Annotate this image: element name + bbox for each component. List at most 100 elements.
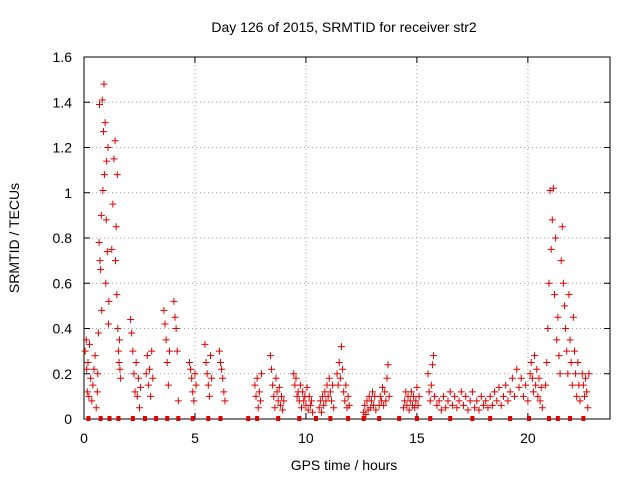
data-point <box>108 245 116 253</box>
data-point <box>522 381 530 389</box>
data-point <box>90 365 98 373</box>
data-point <box>309 408 317 416</box>
data-point <box>473 397 481 405</box>
data-point <box>97 266 105 274</box>
data-point <box>584 404 592 412</box>
zero-marker <box>218 416 223 421</box>
data-point <box>407 388 415 396</box>
data-point <box>582 374 590 382</box>
data-point <box>189 388 197 396</box>
y-tick-label: 0.2 <box>53 366 73 382</box>
y-tick-label: 0.6 <box>53 275 73 291</box>
data-point <box>547 245 555 253</box>
data-point <box>325 374 333 382</box>
data-point <box>280 397 288 405</box>
data-point <box>324 392 332 400</box>
y-tick-label: 1 <box>64 185 72 201</box>
x-tick-label: 20 <box>520 430 536 446</box>
zero-marker <box>428 416 433 421</box>
data-point <box>339 365 347 373</box>
data-point <box>218 365 226 373</box>
data-point <box>320 401 328 409</box>
data-point <box>413 383 421 391</box>
data-point <box>572 370 580 378</box>
data-point <box>333 370 341 378</box>
data-point <box>188 374 196 382</box>
data-point <box>578 370 586 378</box>
data-point <box>372 406 380 414</box>
data-point <box>341 397 349 405</box>
x-tick-label: 5 <box>191 430 199 446</box>
data-point <box>538 404 546 412</box>
data-point <box>187 365 195 373</box>
data-point <box>574 358 582 366</box>
data-point <box>105 297 113 305</box>
data-point <box>457 388 465 396</box>
data-point <box>278 392 286 400</box>
data-point <box>117 374 125 382</box>
data-point <box>430 352 438 360</box>
data-point <box>462 392 470 400</box>
data-point <box>170 297 178 305</box>
data-point <box>361 401 369 409</box>
zero-marker <box>107 416 112 421</box>
data-point <box>330 404 338 412</box>
data-point <box>466 397 474 405</box>
data-point <box>160 306 168 314</box>
data-point <box>511 392 519 400</box>
data-point <box>435 397 443 405</box>
data-point <box>101 119 109 127</box>
y-tick-label: 1.6 <box>53 49 73 65</box>
data-point <box>100 171 108 179</box>
data-point <box>444 397 452 405</box>
zero-marker <box>313 416 318 421</box>
data-point <box>542 381 550 389</box>
data-point <box>255 388 263 396</box>
data-point <box>455 397 463 405</box>
data-point <box>543 358 551 366</box>
data-point <box>471 404 479 412</box>
data-point <box>551 291 559 299</box>
data-point <box>192 381 200 389</box>
data-point <box>583 388 591 396</box>
data-point <box>528 374 536 382</box>
data-point <box>446 388 454 396</box>
data-point <box>488 401 496 409</box>
data-point <box>531 352 539 360</box>
data-point <box>427 381 435 389</box>
data-point <box>104 320 112 328</box>
data-point <box>91 352 99 360</box>
data-point <box>208 374 216 382</box>
data-point <box>440 392 448 400</box>
data-point <box>116 336 124 344</box>
data-point <box>515 383 523 391</box>
data-point <box>570 347 578 355</box>
data-point <box>544 325 552 332</box>
data-point <box>569 313 577 321</box>
data-point <box>340 388 348 396</box>
data-point <box>342 381 350 389</box>
data-point <box>567 358 575 366</box>
zero-marker <box>176 416 181 421</box>
data-point <box>114 325 122 332</box>
data-point <box>566 336 574 344</box>
data-point <box>114 347 122 355</box>
data-point <box>89 381 97 389</box>
data-point <box>433 401 441 409</box>
data-point <box>369 388 377 396</box>
data-point <box>103 248 111 256</box>
data-point <box>135 404 143 412</box>
data-point <box>497 401 505 409</box>
data-point <box>279 406 287 414</box>
data-point <box>94 370 102 378</box>
data-point <box>171 313 179 321</box>
zero-marker <box>154 416 159 421</box>
data-point <box>535 374 543 382</box>
zero-marker <box>255 416 260 421</box>
y-tick-label: 1.4 <box>53 94 73 110</box>
data-point <box>553 336 561 344</box>
data-point <box>173 347 181 355</box>
zero-marker <box>470 416 475 421</box>
data-point <box>556 370 564 378</box>
